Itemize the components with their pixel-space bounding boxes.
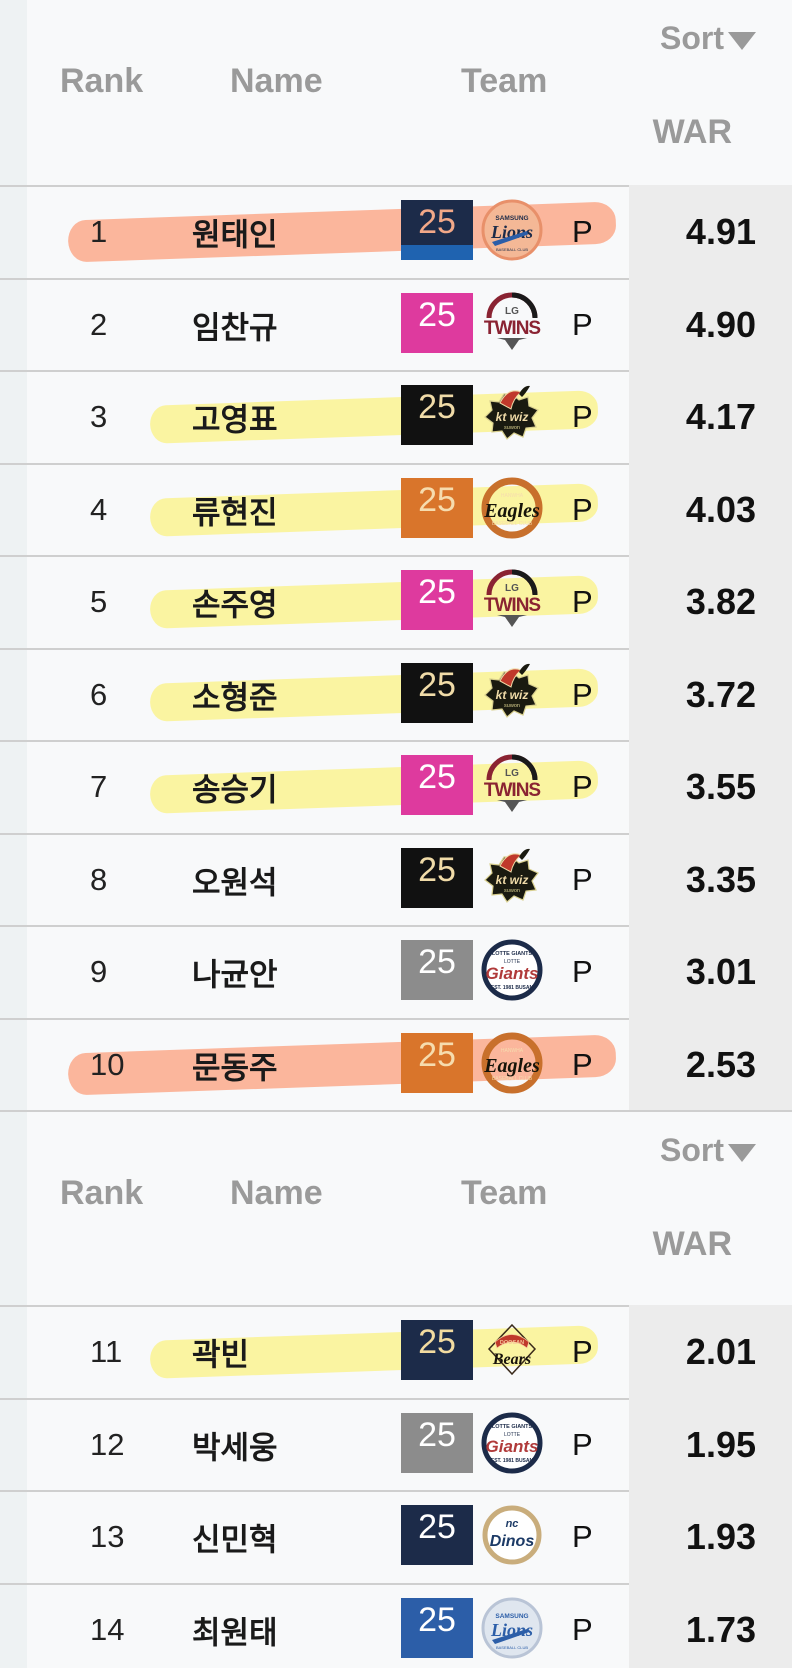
svg-text:kt wiz: kt wiz	[496, 688, 529, 702]
svg-text:suwon: suwon	[504, 425, 520, 431]
svg-text:TWINS: TWINS	[484, 595, 541, 616]
svg-text:LG: LG	[505, 583, 519, 594]
svg-text:Eagles: Eagles	[483, 500, 540, 522]
svg-text:TWINS: TWINS	[484, 780, 541, 801]
svg-text:BASEBALL CLUB: BASEBALL CLUB	[496, 247, 528, 252]
svg-text:kt wiz: kt wiz	[496, 410, 529, 424]
svg-text:kt wiz: kt wiz	[496, 873, 529, 887]
svg-text:LOTTE GIANTS: LOTTE GIANTS	[492, 1424, 533, 1430]
svg-text:HANWHA: HANWHA	[501, 1048, 524, 1054]
svg-text:suwon: suwon	[504, 888, 520, 894]
svg-text:EST. 1981 BUSAN: EST. 1981 BUSAN	[491, 985, 534, 991]
svg-text:HANWHA: HANWHA	[501, 493, 524, 499]
svg-text:nc: nc	[506, 1518, 519, 1530]
svg-text:TWINS: TWINS	[484, 318, 541, 339]
svg-text:Giants: Giants	[486, 964, 539, 983]
svg-text:DOOSAN: DOOSAN	[500, 1340, 524, 1346]
svg-text:BASEBALL CLUB: BASEBALL CLUB	[496, 1645, 528, 1650]
svg-text:LG: LG	[505, 306, 519, 317]
svg-text:SAMSUNG: SAMSUNG	[495, 1613, 528, 1620]
svg-text:LOTTE GIANTS: LOTTE GIANTS	[492, 951, 533, 957]
svg-text:Giants: Giants	[486, 1437, 539, 1456]
svg-text:EST. 1981 BUSAN: EST. 1981 BUSAN	[491, 1458, 534, 1464]
svg-text:Bears: Bears	[492, 1351, 531, 1368]
svg-text:Dinos: Dinos	[490, 1533, 535, 1550]
svg-text:suwon: suwon	[504, 703, 520, 709]
svg-text:SAMSUNG: SAMSUNG	[495, 215, 528, 222]
svg-text:Eagles: Eagles	[483, 1055, 540, 1077]
svg-text:LG: LG	[505, 768, 519, 779]
